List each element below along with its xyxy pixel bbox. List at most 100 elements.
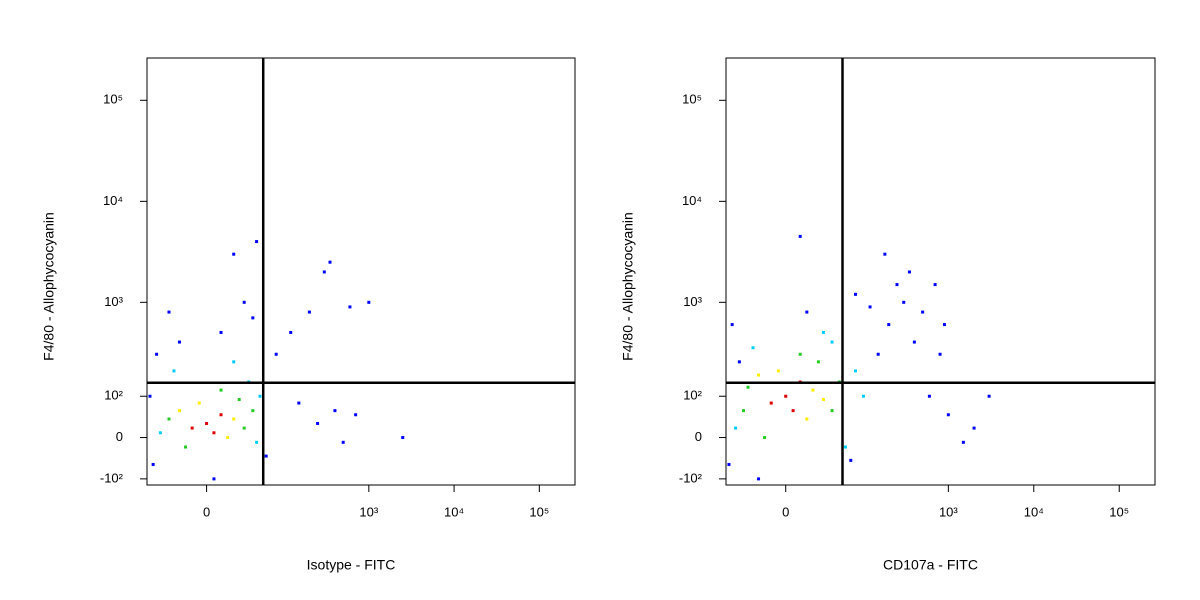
point — [177, 340, 181, 344]
point — [348, 305, 352, 309]
point — [921, 310, 925, 314]
point — [811, 388, 815, 392]
point — [232, 252, 236, 256]
point — [757, 373, 761, 377]
point — [734, 426, 738, 430]
point — [972, 426, 976, 430]
point — [205, 421, 209, 425]
y-tick-label: 10⁵ — [103, 92, 123, 107]
point — [333, 409, 337, 413]
point — [853, 292, 857, 296]
y-tick-label: 10² — [683, 388, 702, 403]
point — [737, 360, 741, 364]
point — [367, 300, 371, 304]
point — [907, 270, 911, 274]
point — [219, 413, 223, 417]
x-axis-label: CD107a - FITC — [883, 557, 978, 573]
point — [912, 340, 916, 344]
point — [946, 413, 950, 417]
y-axis-label: F4/80 - Allophycocyanin — [41, 212, 57, 361]
x-tick-label: 10⁴ — [444, 504, 464, 519]
point — [158, 431, 162, 435]
point — [354, 413, 358, 417]
x-tick-label: 10³ — [359, 504, 378, 519]
point — [212, 431, 216, 435]
x-tick-label: 10⁵ — [529, 504, 549, 519]
point — [307, 310, 311, 314]
y-tick-label: -10² — [679, 470, 703, 485]
point — [316, 421, 320, 425]
point — [902, 300, 906, 304]
point — [746, 385, 750, 389]
point — [232, 360, 236, 364]
point — [242, 426, 246, 430]
point — [784, 394, 788, 398]
x-axis-label: Isotype - FITC — [307, 557, 396, 573]
point — [322, 270, 326, 274]
point — [821, 330, 825, 334]
point — [274, 352, 278, 356]
point — [830, 409, 834, 413]
point — [177, 409, 181, 413]
point — [816, 360, 820, 364]
y-tick-label: -10² — [100, 470, 124, 485]
point — [251, 409, 255, 413]
point — [895, 283, 899, 287]
point — [242, 300, 246, 304]
y-tick-label: 10² — [104, 388, 123, 403]
point — [232, 417, 236, 421]
x-tick-label: 10⁴ — [1024, 504, 1044, 519]
point — [805, 310, 809, 314]
x-tick-label: 0 — [782, 504, 789, 519]
point — [876, 352, 880, 356]
point — [933, 283, 937, 287]
point — [289, 330, 293, 334]
point — [805, 417, 809, 421]
point — [167, 417, 171, 421]
x-tick-label: 10³ — [939, 504, 958, 519]
point — [226, 436, 230, 440]
point — [868, 305, 872, 309]
point — [791, 409, 795, 413]
y-axis-label: F4/80 - Allophycocyanin — [620, 212, 636, 361]
point — [167, 310, 171, 314]
point — [798, 234, 802, 238]
plot-frame — [146, 57, 576, 486]
point — [328, 260, 332, 264]
point — [769, 401, 773, 405]
point — [172, 369, 176, 373]
point — [727, 462, 731, 466]
point — [148, 394, 152, 398]
point — [255, 240, 259, 244]
point — [197, 401, 201, 405]
plot-frame — [725, 57, 1156, 486]
y-tick-label: 10⁴ — [103, 193, 123, 208]
point — [212, 477, 216, 481]
x-tick-label: 10⁵ — [1109, 504, 1129, 519]
point — [401, 436, 405, 440]
point — [264, 454, 268, 458]
point — [861, 394, 865, 398]
point — [942, 323, 946, 327]
point — [887, 323, 891, 327]
point — [741, 409, 745, 413]
point — [297, 401, 301, 405]
point — [237, 398, 241, 402]
point — [849, 458, 853, 462]
point — [757, 477, 761, 481]
point — [255, 440, 259, 444]
point — [987, 394, 991, 398]
point — [763, 436, 767, 440]
y-tick-label: 0 — [116, 429, 123, 444]
point — [843, 445, 847, 449]
point — [341, 440, 345, 444]
point — [853, 369, 857, 373]
y-tick-label: 10³ — [104, 294, 123, 309]
point — [155, 352, 159, 356]
point — [830, 340, 834, 344]
y-tick-label: 0 — [695, 429, 702, 444]
point — [776, 369, 780, 373]
point — [821, 398, 825, 402]
point — [927, 394, 931, 398]
